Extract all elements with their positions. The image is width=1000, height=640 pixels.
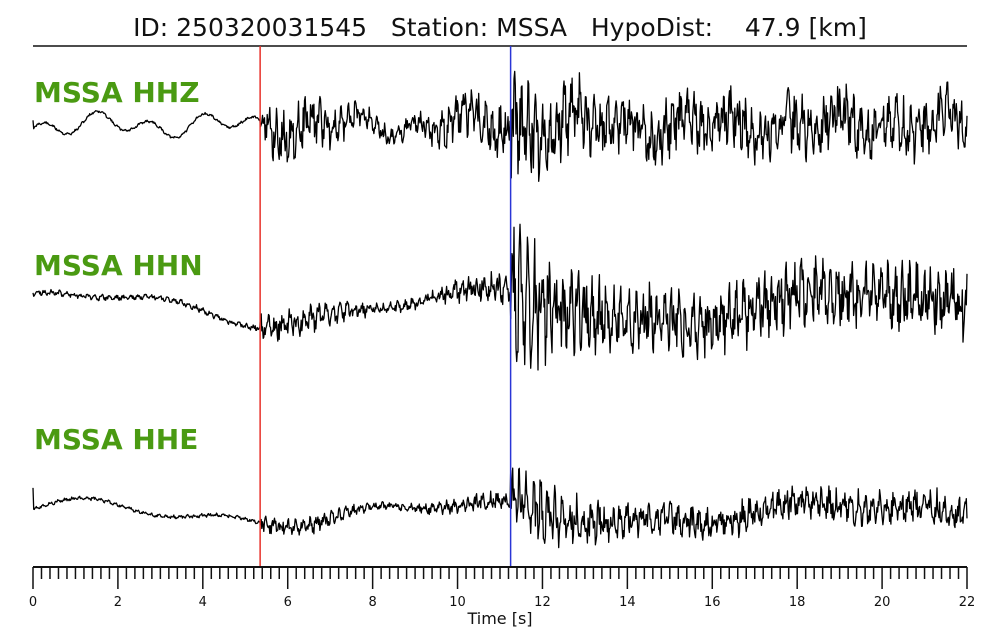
- trace-line-mssa-hhn: [32, 223, 968, 371]
- x-tick-label: 10: [449, 595, 466, 610]
- x-axis-label: Time [s]: [466, 609, 532, 628]
- x-tick-label: 16: [704, 595, 721, 610]
- title-id-value: 250320031545: [176, 13, 367, 42]
- x-tick-label: 18: [789, 595, 806, 610]
- title-station-value: MSSA: [496, 13, 567, 42]
- x-tick-label: 8: [368, 595, 376, 610]
- time-axis: [32, 566, 968, 589]
- trace-label: MSSA HHE: [34, 423, 198, 456]
- trace-label: MSSA HHZ: [34, 76, 200, 109]
- x-tick-label: 6: [284, 595, 292, 610]
- x-tick-label: 2: [114, 595, 122, 610]
- x-tick-label: 14: [619, 595, 636, 610]
- x-tick-label: 4: [199, 595, 207, 610]
- title-id-label: ID:: [133, 13, 168, 42]
- trace-label: MSSA HHN: [34, 249, 203, 282]
- title-station-label: Station:: [391, 13, 488, 42]
- figure-title: ID: 250320031545 Station: MSSA HypoDist:…: [133, 13, 867, 42]
- title-hypodist-value: 47.9: [745, 13, 801, 42]
- title-hypodist-label: HypoDist:: [591, 13, 713, 42]
- trace-line-mssa-hhz: [32, 70, 968, 182]
- picks-group: [259, 46, 512, 567]
- x-tick-label: 22: [959, 595, 976, 610]
- title-hypodist-unit: [km]: [809, 13, 867, 42]
- x-tick-label: 20: [874, 595, 891, 610]
- trace-line-mssa-hhe: [32, 467, 968, 549]
- traces-group: MSSA HHZ MSSA HHN MSSA HHE: [32, 70, 968, 549]
- x-tick-label: 0: [29, 595, 37, 610]
- x-tick-label: 12: [534, 595, 551, 610]
